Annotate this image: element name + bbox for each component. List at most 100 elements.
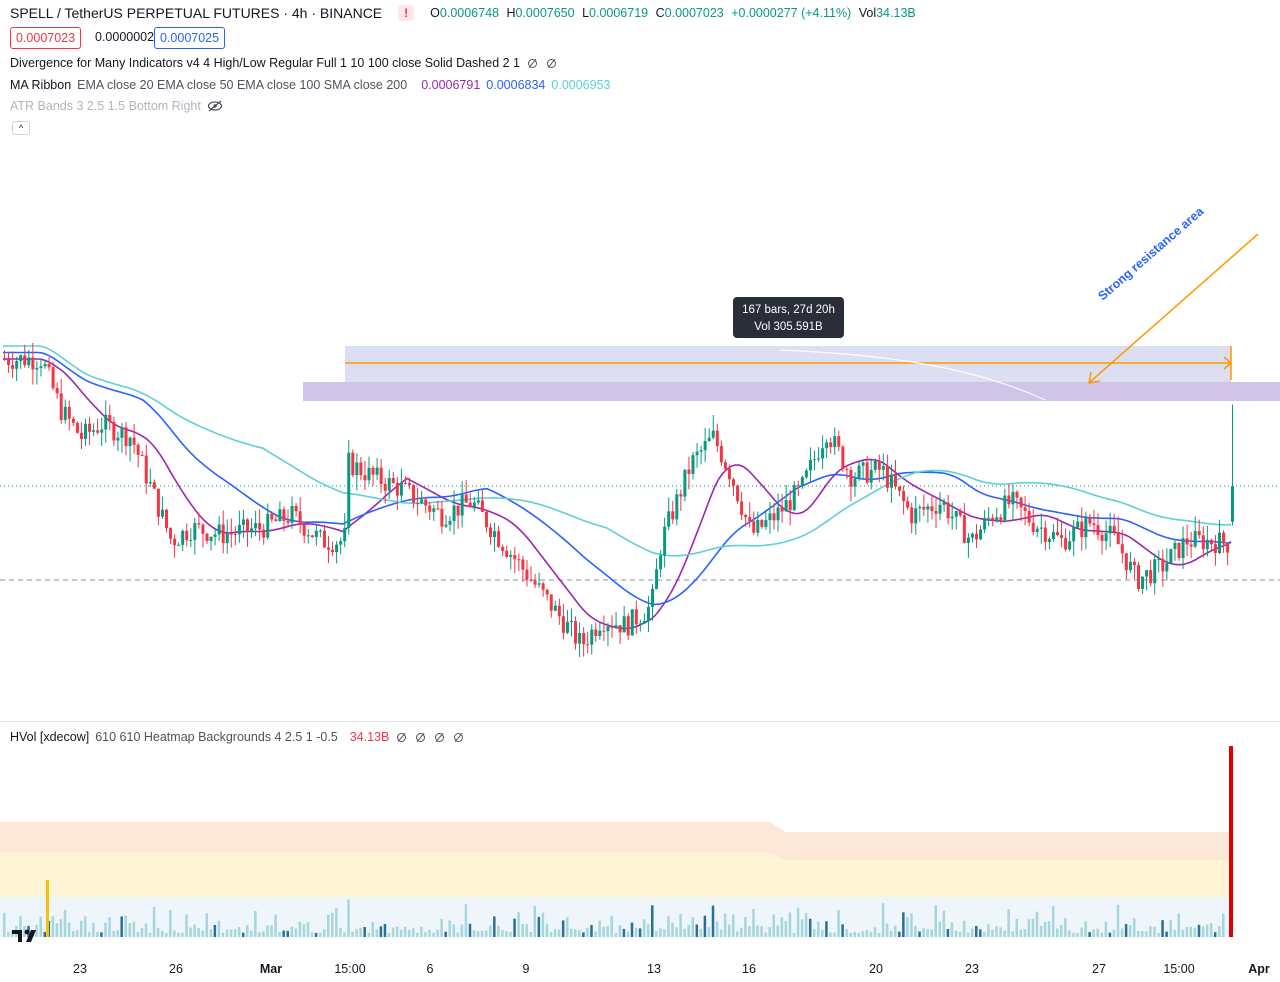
- indicator-atr-bands[interactable]: ATR Bands 3 2.5 1.5 Bottom Right: [10, 99, 223, 113]
- sell-button[interactable]: 0.0007023: [10, 27, 82, 49]
- candle-body: [808, 459, 812, 471]
- volume-bar: [408, 929, 411, 937]
- price-pane[interactable]: [0, 0, 1280, 720]
- candle-body: [561, 616, 565, 633]
- candle-body: [1201, 535, 1205, 550]
- candle-body: [71, 418, 75, 423]
- volume-bar: [335, 908, 338, 937]
- candle-body: [7, 359, 11, 365]
- volume-bar: [995, 926, 998, 937]
- volume-bar: [837, 910, 840, 937]
- last-candle-body: [1231, 486, 1234, 522]
- volume-bar: [1169, 919, 1172, 937]
- candle-body: [331, 549, 335, 553]
- candle-body: [286, 520, 290, 523]
- volume-bar: [104, 922, 107, 937]
- indicator-ma-ribbon[interactable]: MA Ribbon EMA close 20 EMA close 50 EMA …: [10, 78, 610, 92]
- volume-bar: [792, 932, 796, 937]
- candle-body: [3, 358, 6, 360]
- volume-bar: [120, 916, 123, 937]
- candle-body: [736, 485, 740, 502]
- volume-bar: [132, 921, 136, 937]
- candle-body: [979, 529, 983, 540]
- candle-body: [480, 500, 484, 512]
- volume-bar: [63, 909, 67, 937]
- volume-bar: [942, 910, 946, 937]
- symbol-title[interactable]: SPELL / TetherUS PERPETUAL FUTURES · 4h …: [10, 5, 383, 21]
- volume-bar: [420, 926, 423, 937]
- candle-body: [221, 524, 225, 544]
- candle-body: [412, 485, 416, 503]
- volume-bar: [1132, 918, 1136, 937]
- resistance-zone[interactable]: [303, 382, 1280, 401]
- volume-bar: [96, 931, 99, 937]
- volume-bar: [92, 922, 95, 937]
- ema50-line: [3, 351, 1232, 606]
- candle-body: [877, 461, 881, 470]
- volume-bar: [914, 925, 917, 937]
- candle-body: [185, 530, 189, 541]
- volume-bar: [1007, 909, 1010, 937]
- volume-bar: [156, 927, 160, 937]
- volume-bar: [808, 918, 812, 937]
- volume-bar: [343, 932, 346, 937]
- candle-body: [1120, 544, 1124, 554]
- volume-bar: [549, 932, 553, 937]
- candle-body: [922, 506, 926, 510]
- candle-body: [602, 630, 606, 632]
- candle-body: [817, 458, 821, 460]
- candle-body: [1205, 539, 1209, 550]
- candle-body: [975, 533, 978, 540]
- date-tick: 20: [869, 962, 883, 976]
- resistance-arrow[interactable]: [1089, 233, 1259, 383]
- volume-bar: [84, 916, 87, 937]
- eye-off-icon[interactable]: [207, 100, 223, 112]
- volume-bar: [719, 929, 723, 937]
- volume-bar: [1205, 924, 1209, 937]
- candle-body: [112, 421, 116, 441]
- candle-body: [1056, 532, 1059, 536]
- candle-body: [217, 524, 221, 535]
- candle-body: [314, 530, 318, 537]
- candle-body: [1019, 497, 1023, 508]
- volume-bar: [327, 914, 330, 937]
- indicator-divergence[interactable]: Divergence for Many Indicators v4 4 High…: [10, 56, 558, 70]
- symbol-legend[interactable]: SPELL / TetherUS PERPETUAL FUTURES · 4h …: [10, 5, 920, 21]
- resistance-zone-upper[interactable]: [345, 346, 1231, 382]
- candle-body: [898, 486, 902, 491]
- candle-body: [626, 616, 630, 636]
- volume-bar: [869, 931, 873, 937]
- candle-body: [371, 467, 375, 475]
- candle-body: [1173, 542, 1177, 550]
- volume-bar: [416, 932, 419, 937]
- candle-body: [776, 507, 780, 521]
- candles: [3, 342, 1234, 658]
- candle-body: [440, 508, 444, 527]
- candle-body: [1112, 525, 1116, 533]
- candle-body: [63, 406, 67, 421]
- volume-bar: [79, 920, 83, 937]
- candle-body: [630, 609, 634, 636]
- volume-bar: [849, 932, 852, 937]
- volume-bar: [671, 922, 674, 937]
- candle-body: [574, 621, 578, 644]
- candle-body: [225, 533, 229, 544]
- tradingview-logo-icon[interactable]: [12, 926, 42, 944]
- candle-body: [715, 430, 719, 446]
- volume-bar: [606, 926, 609, 937]
- buy-button[interactable]: 0.0007025: [154, 27, 226, 49]
- candle-body: [873, 461, 877, 470]
- volume-pane[interactable]: [0, 722, 1280, 952]
- volume-bar: [626, 931, 630, 937]
- candle-body: [124, 427, 128, 447]
- candle-body: [476, 500, 480, 503]
- alert-icon[interactable]: !: [398, 5, 415, 21]
- indicator-hvol[interactable]: HVol [xdecow] 610 610 Heatmap Background…: [10, 730, 465, 744]
- volume-bar: [557, 929, 561, 937]
- collapse-legend-icon[interactable]: ^: [12, 121, 30, 135]
- date-tick: 26: [169, 962, 183, 976]
- candle-body: [557, 605, 561, 617]
- volume-bar: [266, 925, 269, 937]
- pane-separator[interactable]: [0, 721, 1280, 722]
